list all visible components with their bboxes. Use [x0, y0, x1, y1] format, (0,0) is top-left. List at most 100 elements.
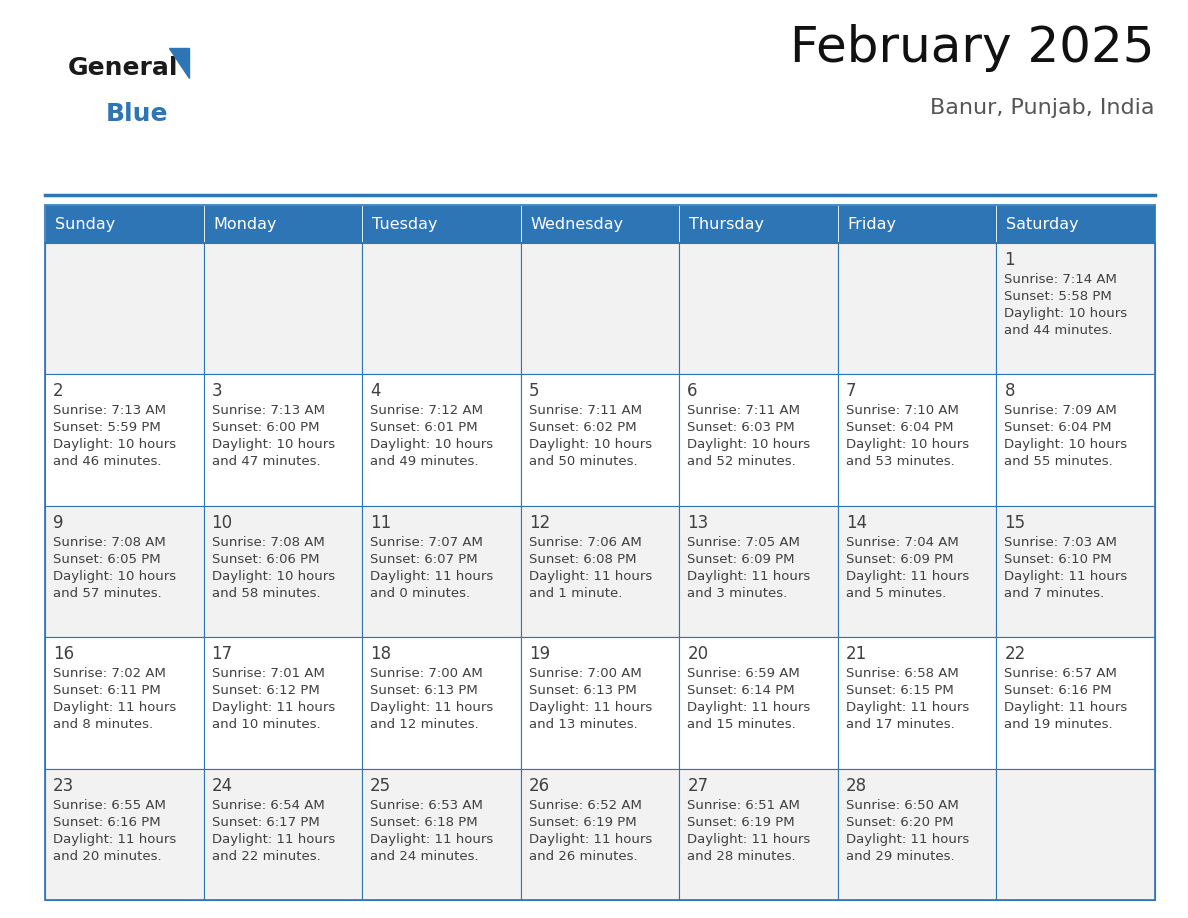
Bar — [838, 506, 997, 637]
Text: and 57 minutes.: and 57 minutes. — [53, 587, 162, 599]
Text: 9: 9 — [53, 514, 63, 532]
Text: and 55 minutes.: and 55 minutes. — [1004, 455, 1113, 468]
Text: Sunset: 6:04 PM: Sunset: 6:04 PM — [1004, 421, 1112, 434]
Text: and 20 minutes.: and 20 minutes. — [53, 849, 162, 863]
Text: 24: 24 — [211, 777, 233, 795]
Text: Daylight: 11 hours: Daylight: 11 hours — [371, 570, 493, 583]
Text: and 28 minutes.: and 28 minutes. — [688, 849, 796, 863]
Text: Sunrise: 6:57 AM: Sunrise: 6:57 AM — [1004, 667, 1117, 680]
Bar — [203, 375, 362, 506]
Text: 21: 21 — [846, 645, 867, 663]
Text: Sunset: 6:01 PM: Sunset: 6:01 PM — [371, 421, 478, 434]
Bar — [680, 637, 838, 768]
Text: Sunrise: 7:04 AM: Sunrise: 7:04 AM — [846, 536, 959, 549]
Text: and 29 minutes.: and 29 minutes. — [846, 849, 954, 863]
Text: Daylight: 10 hours: Daylight: 10 hours — [53, 570, 176, 583]
Text: Tuesday: Tuesday — [372, 217, 437, 231]
Text: Sunrise: 7:09 AM: Sunrise: 7:09 AM — [1004, 405, 1117, 418]
Bar — [997, 243, 1155, 375]
Text: Daylight: 11 hours: Daylight: 11 hours — [688, 833, 810, 845]
Bar — [520, 637, 680, 768]
Text: 22: 22 — [1004, 645, 1025, 663]
Bar — [203, 243, 362, 375]
Text: Daylight: 10 hours: Daylight: 10 hours — [688, 439, 810, 452]
Text: 16: 16 — [53, 645, 74, 663]
Text: Sunrise: 6:52 AM: Sunrise: 6:52 AM — [529, 799, 642, 812]
Text: 14: 14 — [846, 514, 867, 532]
Bar — [45, 243, 1155, 900]
Text: 13: 13 — [688, 514, 708, 532]
Text: 12: 12 — [529, 514, 550, 532]
Bar — [997, 205, 1155, 243]
Text: and 58 minutes.: and 58 minutes. — [211, 587, 321, 599]
Text: 5: 5 — [529, 383, 539, 400]
Text: Sunrise: 6:55 AM: Sunrise: 6:55 AM — [53, 799, 166, 812]
Text: Daylight: 11 hours: Daylight: 11 hours — [846, 701, 969, 714]
Text: Sunrise: 6:50 AM: Sunrise: 6:50 AM — [846, 799, 959, 812]
Bar — [838, 768, 997, 900]
Bar — [45, 243, 203, 375]
Text: Sunset: 6:20 PM: Sunset: 6:20 PM — [846, 815, 954, 829]
Text: Sunset: 6:12 PM: Sunset: 6:12 PM — [211, 684, 320, 697]
Text: and 52 minutes.: and 52 minutes. — [688, 455, 796, 468]
Text: Daylight: 11 hours: Daylight: 11 hours — [529, 570, 652, 583]
Bar — [362, 243, 520, 375]
Text: Daylight: 11 hours: Daylight: 11 hours — [53, 701, 176, 714]
Text: Sunset: 6:05 PM: Sunset: 6:05 PM — [53, 553, 160, 565]
Text: Daylight: 11 hours: Daylight: 11 hours — [688, 570, 810, 583]
Text: Daylight: 11 hours: Daylight: 11 hours — [371, 701, 493, 714]
Bar — [45, 205, 203, 243]
Text: 25: 25 — [371, 777, 391, 795]
Text: Friday: Friday — [848, 217, 897, 231]
Text: Sunset: 6:04 PM: Sunset: 6:04 PM — [846, 421, 953, 434]
Text: Sunset: 6:18 PM: Sunset: 6:18 PM — [371, 815, 478, 829]
Text: Sunrise: 6:59 AM: Sunrise: 6:59 AM — [688, 667, 800, 680]
Text: Daylight: 10 hours: Daylight: 10 hours — [211, 439, 335, 452]
Text: Sunset: 6:00 PM: Sunset: 6:00 PM — [211, 421, 320, 434]
Text: Sunrise: 7:07 AM: Sunrise: 7:07 AM — [371, 536, 484, 549]
Text: Sunset: 6:19 PM: Sunset: 6:19 PM — [529, 815, 637, 829]
Text: Sunrise: 7:10 AM: Sunrise: 7:10 AM — [846, 405, 959, 418]
Text: and 24 minutes.: and 24 minutes. — [371, 849, 479, 863]
Text: and 22 minutes.: and 22 minutes. — [211, 849, 321, 863]
Text: Sunset: 6:06 PM: Sunset: 6:06 PM — [211, 553, 320, 565]
Bar — [997, 375, 1155, 506]
Bar — [45, 205, 1155, 243]
Bar — [362, 506, 520, 637]
Text: Monday: Monday — [214, 217, 277, 231]
Text: Sunrise: 6:51 AM: Sunrise: 6:51 AM — [688, 799, 801, 812]
Text: Sunset: 5:59 PM: Sunset: 5:59 PM — [53, 421, 160, 434]
Text: Daylight: 10 hours: Daylight: 10 hours — [1004, 439, 1127, 452]
Text: Daylight: 10 hours: Daylight: 10 hours — [211, 570, 335, 583]
Text: Sunrise: 6:53 AM: Sunrise: 6:53 AM — [371, 799, 484, 812]
Text: 18: 18 — [371, 645, 391, 663]
Bar — [838, 637, 997, 768]
Bar — [362, 768, 520, 900]
Text: Daylight: 11 hours: Daylight: 11 hours — [211, 833, 335, 845]
Text: Sunrise: 7:06 AM: Sunrise: 7:06 AM — [529, 536, 642, 549]
Text: and 13 minutes.: and 13 minutes. — [529, 718, 638, 732]
Text: Sunrise: 7:00 AM: Sunrise: 7:00 AM — [529, 667, 642, 680]
Text: and 44 minutes.: and 44 minutes. — [1004, 324, 1113, 337]
Text: and 17 minutes.: and 17 minutes. — [846, 718, 955, 732]
Text: 3: 3 — [211, 383, 222, 400]
Text: Sunset: 6:13 PM: Sunset: 6:13 PM — [529, 684, 637, 697]
Bar — [997, 768, 1155, 900]
Polygon shape — [169, 48, 189, 78]
Text: and 12 minutes.: and 12 minutes. — [371, 718, 479, 732]
Text: Daylight: 11 hours: Daylight: 11 hours — [688, 701, 810, 714]
Text: Saturday: Saturday — [1006, 217, 1079, 231]
Text: 27: 27 — [688, 777, 708, 795]
Bar — [203, 205, 362, 243]
Text: Sunset: 6:16 PM: Sunset: 6:16 PM — [53, 815, 160, 829]
Bar — [203, 768, 362, 900]
Text: Sunrise: 7:02 AM: Sunrise: 7:02 AM — [53, 667, 166, 680]
Text: Sunset: 6:10 PM: Sunset: 6:10 PM — [1004, 553, 1112, 565]
Text: and 15 minutes.: and 15 minutes. — [688, 718, 796, 732]
Text: Thursday: Thursday — [689, 217, 764, 231]
Bar — [680, 205, 838, 243]
Text: February 2025: February 2025 — [790, 24, 1155, 72]
Text: Sunset: 6:13 PM: Sunset: 6:13 PM — [371, 684, 478, 697]
Text: and 26 minutes.: and 26 minutes. — [529, 849, 637, 863]
Text: 26: 26 — [529, 777, 550, 795]
